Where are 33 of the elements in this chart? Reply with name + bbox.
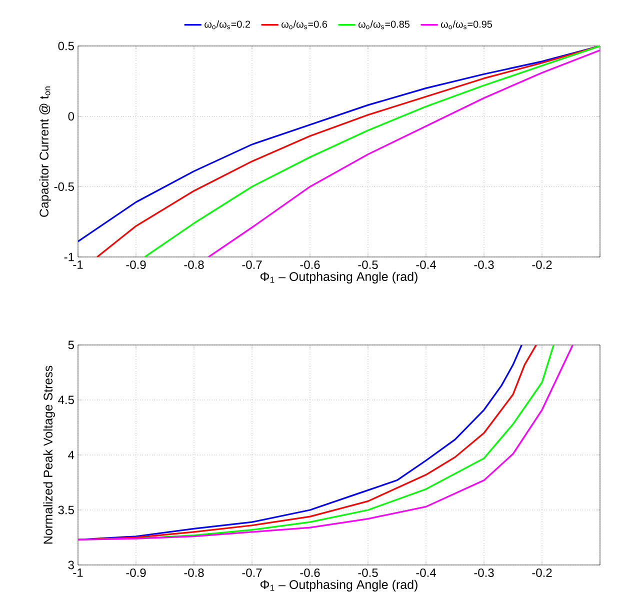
- x-tick-label: -0.5: [358, 568, 378, 578]
- x-tick-label: -0.3: [474, 260, 494, 270]
- legend-label: ω$_{o}$/ω$_{s}$=0.2: [204, 20, 250, 30]
- x-tick-label: -0.4: [416, 568, 436, 578]
- x-tick-label: -0.2: [532, 568, 552, 578]
- x-tick-label: -0.2: [532, 260, 552, 270]
- y-tick-label: 5: [68, 340, 74, 350]
- x-axis-title: Φ$_{1}$ – Outphasing Angle (rad): [260, 580, 418, 592]
- legend-label: ω$_{o}$/ω$_{s}$=0.6: [282, 20, 328, 30]
- y-tick-label: 4: [68, 450, 74, 460]
- x-tick-label: -0.9: [126, 260, 146, 270]
- x-tick-label: -0.3: [474, 568, 494, 578]
- y-tick-label: 4.5: [58, 396, 74, 404]
- legend-label: ω$_{o}$/ω$_{s}$=0.95: [440, 20, 492, 30]
- y-tick-label: -0.5: [54, 182, 74, 191]
- x-tick-label: -0.7: [242, 260, 262, 270]
- y-tick-label: 0.5: [58, 42, 74, 50]
- x-axis-title: Φ$_{1}$ – Outphasing Angle (rad): [260, 272, 418, 284]
- x-tick-label: -0.7: [242, 568, 262, 578]
- x-tick-label: -0.8: [184, 260, 204, 270]
- y-axis-title: Capacitor Current @ t$_{on}$: [39, 86, 51, 217]
- y-tick-label: 3.5: [58, 506, 74, 514]
- y-tick-label: -1: [64, 252, 74, 262]
- x-tick-label: -0.6: [300, 260, 320, 270]
- legend-label: ω$_{o}$/ω$_{s}$=0.85: [358, 20, 410, 30]
- x-tick-label: -0.9: [126, 568, 146, 578]
- x-tick-label: -0.4: [416, 260, 436, 270]
- y-tick-label: 3: [68, 560, 74, 570]
- x-tick-label: -0.5: [358, 260, 378, 270]
- x-tick-label: -0.8: [184, 568, 204, 578]
- x-tick-label: -0.6: [300, 568, 320, 578]
- y-axis-title: Normalized Peak Voltage Stress: [43, 366, 55, 544]
- y-tick-label: 0: [68, 112, 74, 121]
